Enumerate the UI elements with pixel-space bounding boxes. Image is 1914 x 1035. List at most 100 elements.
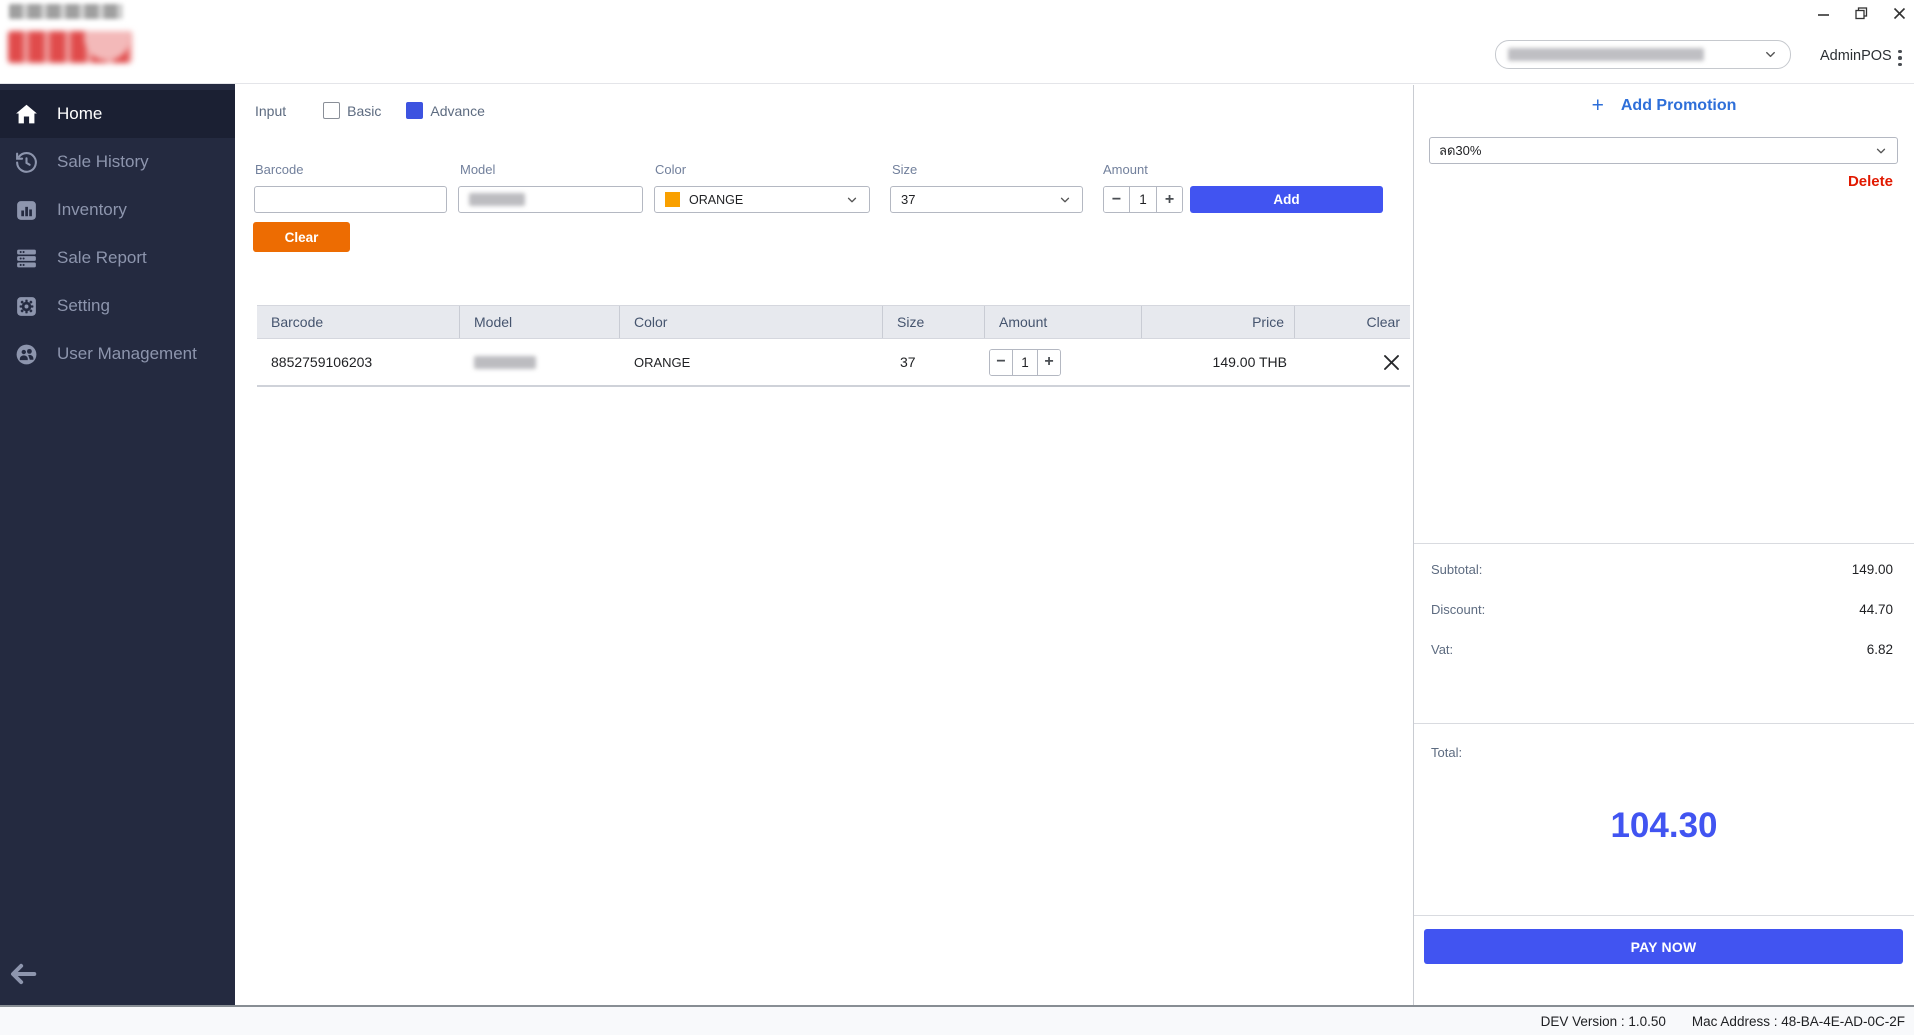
subtotal-value: 149.00 (1851, 561, 1893, 577)
add-button[interactable]: Add (1190, 186, 1383, 213)
restore-icon[interactable] (1852, 4, 1870, 22)
close-icon[interactable] (1890, 4, 1908, 22)
table-row: 8852759106203 ORANGE 37 − 1 + 149.00 THB (257, 339, 1410, 387)
column-header-color: Color (620, 306, 883, 338)
store-name-redacted (1508, 48, 1704, 61)
delete-promotion-button[interactable]: Delete (1847, 173, 1893, 190)
input-mode-section: Input Basic Advance (255, 102, 485, 119)
model-input[interactable] (458, 186, 643, 213)
total-value: 104.30 (1610, 806, 1718, 845)
vat-label: Vat: (1431, 641, 1454, 657)
plus-icon: + (1591, 94, 1604, 117)
cart-table: Barcode Model Color Size Amount Price Cl… (257, 305, 1410, 387)
sidebar-item-home[interactable]: Home (0, 90, 235, 138)
add-promotion-button[interactable]: + Add Promotion (1414, 95, 1914, 116)
size-label: Size (892, 162, 918, 177)
sidebar-item-setting[interactable]: Setting (0, 282, 235, 330)
cell-size: 37 (900, 354, 916, 370)
size-value: 37 (901, 192, 916, 207)
row-amount-stepper: − 1 + (989, 348, 1061, 376)
sidebar-nav: Home Sale History Inventory (0, 84, 235, 1005)
column-header-clear: Clear (1366, 314, 1400, 330)
cell-model (460, 355, 620, 369)
sidebar-item-label: Sale Report (57, 248, 147, 267)
sidebar-item-label: Setting (57, 296, 110, 315)
model-value-redacted (469, 193, 525, 206)
kebab-menu-icon[interactable] (1893, 47, 1907, 69)
history-icon (13, 149, 40, 176)
chevron-down-icon (1058, 193, 1072, 207)
discount-label: Discount: (1431, 601, 1486, 617)
header-bar: AdminPOS (0, 0, 1914, 84)
vat-value: 6.82 (1866, 641, 1893, 657)
promotion-selected-value: ลด30% (1439, 143, 1482, 158)
chevron-down-icon (845, 193, 859, 207)
sidebar-item-label: Sale History (57, 152, 149, 171)
input-label: Input (255, 102, 287, 119)
cell-amount: − 1 + (985, 348, 1142, 376)
total-section: Total: 104.30 (1414, 723, 1914, 915)
users-icon (13, 341, 40, 368)
cell-clear (1295, 351, 1410, 373)
brand-logo-redacted (8, 31, 132, 63)
back-arrow-icon[interactable] (8, 961, 38, 987)
home-icon (13, 101, 40, 128)
column-header-model: Model (460, 306, 620, 338)
store-selector-dropdown[interactable] (1495, 40, 1791, 69)
advance-checkbox[interactable] (406, 102, 424, 119)
model-value-redacted (474, 355, 536, 369)
column-header-barcode: Barcode (257, 306, 460, 338)
row-amount-value[interactable]: 1 (1012, 349, 1038, 375)
chevron-down-icon (1874, 144, 1888, 158)
pay-section: PAY NOW (1414, 915, 1914, 964)
amount-value[interactable]: 1 (1129, 187, 1157, 212)
color-label: Color (655, 162, 687, 177)
basic-checkbox[interactable] (323, 102, 341, 119)
remove-x-icon[interactable] (1380, 351, 1402, 373)
sidebar-item-inventory[interactable]: Inventory (0, 186, 235, 234)
amount-label: Amount (1103, 162, 1148, 177)
chevron-down-icon (1763, 47, 1778, 62)
window-controls (1814, 4, 1908, 22)
amount-stepper: − 1 + (1103, 186, 1183, 213)
summary-row-vat: Vat: 6.82 (1414, 641, 1914, 657)
version-text: DEV Version : 1.0.50 (1540, 1013, 1666, 1029)
column-header-price: Price (1142, 306, 1295, 338)
barcode-input[interactable] (254, 186, 447, 213)
column-header-size: Size (883, 306, 985, 338)
gear-icon (13, 293, 40, 320)
pay-now-button[interactable]: PAY NOW (1424, 929, 1903, 964)
status-bar: DEV Version : 1.0.50 Mac Address : 48-BA… (0, 1005, 1914, 1035)
sidebar-item-label: User Management (57, 344, 197, 363)
total-label: Total: (1431, 745, 1463, 760)
promotion-dropdown[interactable]: ลด30% (1429, 137, 1898, 164)
plus-icon[interactable]: + (1038, 349, 1060, 375)
discount-value: 44.70 (1859, 601, 1893, 617)
summary-section: Subtotal: 149.00 Discount: 44.70 Vat: 6.… (1414, 543, 1914, 657)
cart-table-header: Barcode Model Color Size Amount Price Cl… (257, 306, 1410, 339)
subtotal-label: Subtotal: (1431, 561, 1483, 577)
sidebar-item-label: Home (57, 104, 103, 123)
color-dropdown[interactable]: ORANGE (654, 186, 870, 213)
clear-button[interactable]: Clear (253, 222, 350, 252)
cell-color: ORANGE (634, 354, 691, 370)
sidebar-item-user-management[interactable]: User Management (0, 330, 235, 378)
plus-icon[interactable]: + (1157, 187, 1182, 212)
main-content: Input Basic Advance Barcode Model Color … (235, 85, 1412, 1005)
barcode-label: Barcode (255, 162, 304, 177)
basic-checkbox-label: Basic (347, 102, 382, 119)
size-dropdown[interactable]: 37 (890, 186, 1083, 213)
sidebar-item-sale-report[interactable]: Sale Report (0, 234, 235, 282)
sidebar-item-sale-history[interactable]: Sale History (0, 138, 235, 186)
mac-address-text: Mac Address : 48-BA-4E-AD-0C-2F (1691, 1013, 1905, 1029)
sale-report-icon (13, 245, 40, 272)
window-title-redacted (9, 4, 123, 19)
minus-icon[interactable]: − (990, 349, 1012, 375)
color-swatch (665, 192, 680, 207)
inventory-icon (13, 197, 40, 224)
add-promotion-label: Add Promotion (1620, 96, 1737, 114)
minimize-icon[interactable] (1814, 4, 1832, 22)
color-value: ORANGE (689, 192, 744, 207)
minus-icon[interactable]: − (1104, 187, 1129, 212)
